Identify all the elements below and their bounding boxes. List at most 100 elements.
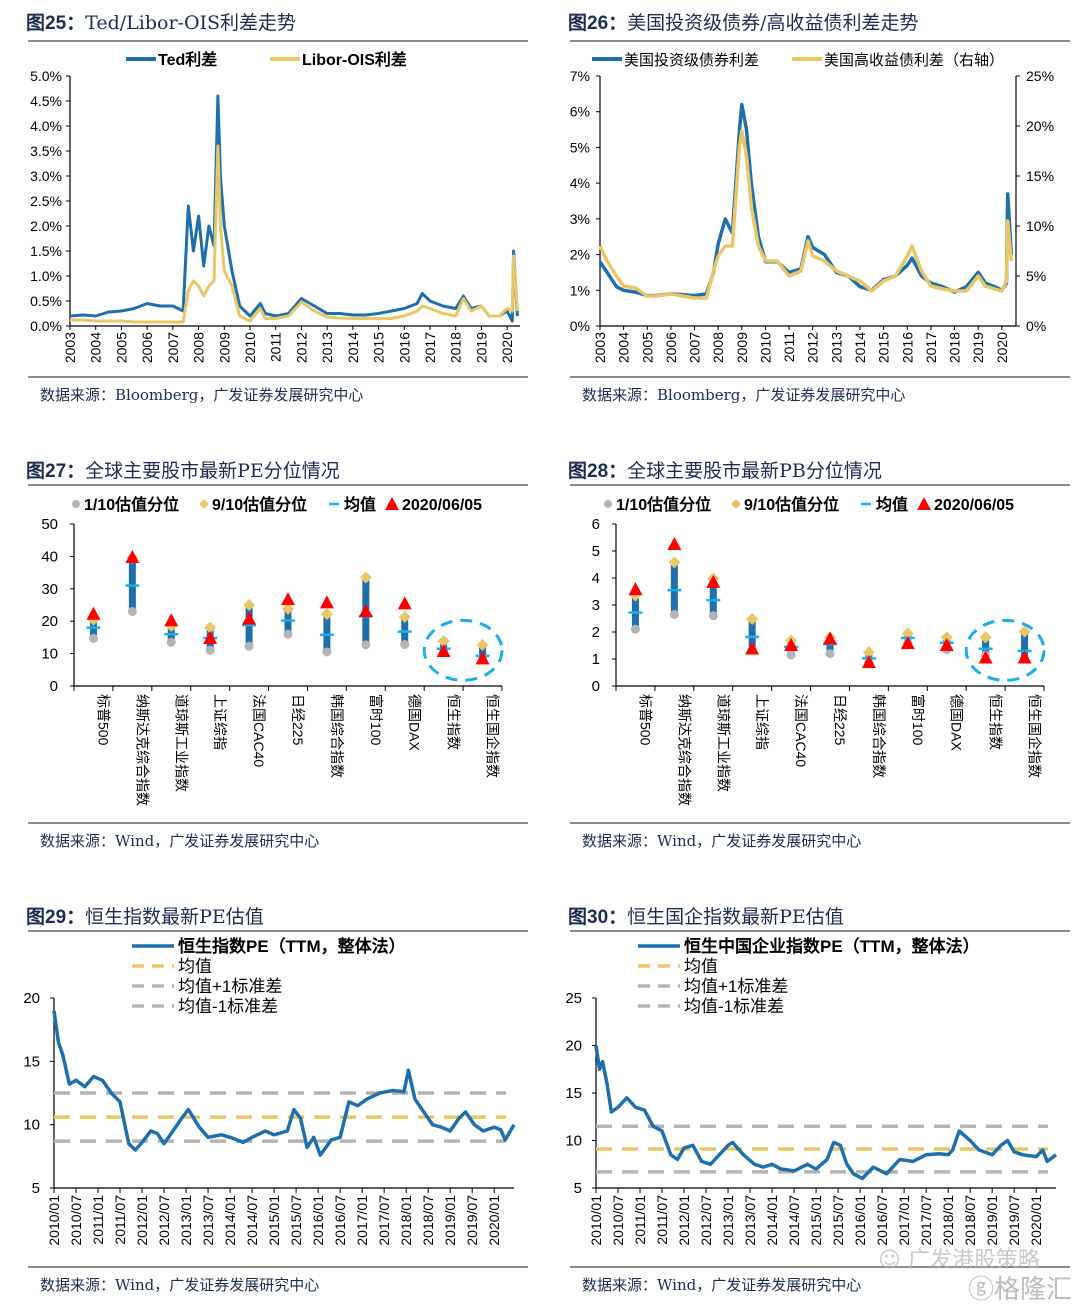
legend-label-plus-1sd: 均值+1标准差 [684, 977, 788, 996]
x-tick-label: 2011/01 [632, 1195, 648, 1245]
x-tick-label: 2005 [113, 332, 129, 363]
y-tick-label: 5.0% [30, 68, 62, 84]
category-label: 恒生指数 [446, 694, 462, 750]
figure-title-text: 美国投资级债券/高收益债利差走势 [627, 12, 919, 34]
source-prefix: 数据来源： [40, 1276, 116, 1294]
highlight-circle [422, 618, 504, 682]
y-tick-label: 2.5% [30, 193, 62, 209]
y-tick-label: 20 [565, 1038, 582, 1055]
figure-number: 图26： [568, 13, 628, 34]
x-tick-label: 2019/01 [442, 1195, 458, 1246]
x-tick-label: 2015 [876, 332, 892, 363]
x-tick-label: 2017/01 [354, 1195, 370, 1246]
latest-point [978, 650, 993, 664]
y-tick-label: 3.0% [30, 168, 62, 184]
source-prefix: 数据来源： [582, 832, 658, 850]
title-rule [28, 484, 528, 486]
p90-point [862, 646, 875, 659]
figure-number: 图29： [26, 907, 86, 928]
x-tick-label: 2018/07 [962, 1195, 978, 1246]
x-tick-label: 2007 [687, 332, 703, 363]
figure-27-panel: 图27：全球主要股市最新PE分位情况 1/10估值分位 9/10估值分位 均值 202… [14, 448, 528, 868]
data-source: 数据来源：Wind，广发证券发展研究中心 [40, 830, 319, 851]
x-tick-label: 2009 [734, 332, 750, 363]
y-tick-label: 0.5% [30, 293, 62, 309]
source-rule [28, 1266, 528, 1268]
range-bar [709, 578, 717, 616]
x-tick-label: 2020 [499, 332, 515, 363]
range-bar [1021, 631, 1029, 659]
source-text: Bloomberg，广发证券发展研究中心 [115, 386, 364, 404]
p10-point [88, 633, 98, 643]
x-tick-label: 2014/07 [244, 1195, 260, 1246]
figure-title-text: 恒生国企指数最新PE估值 [627, 906, 844, 928]
latest-point [784, 638, 799, 652]
range-bar [670, 562, 678, 615]
x-tick-label: 2020/01 [486, 1195, 502, 1246]
p90-point [668, 556, 681, 569]
x-tick-label: 2013/01 [178, 1195, 194, 1246]
legend-label-mean: 均值 [876, 495, 908, 514]
y-tick-label: 20 [41, 613, 58, 630]
category-label: 纳斯达克综合指数 [134, 694, 150, 806]
category-label: 富时100 [910, 694, 926, 746]
y2-tick-label: 10% [1026, 218, 1054, 234]
x-tick-label: 2015/07 [288, 1195, 304, 1246]
x-tick-label: 2017/07 [918, 1195, 934, 1246]
y-tick-label: 0% [570, 318, 590, 334]
y-tick-label: 10 [23, 1117, 40, 1134]
p90-point [437, 635, 450, 648]
x-tick-label: 2004 [616, 332, 632, 363]
latest-point [900, 636, 915, 650]
data-source: 数据来源：Bloomberg，广发证券发展研究中心 [40, 384, 363, 405]
figure-number: 图27： [26, 461, 86, 482]
category-label: 韩国综合指数 [329, 694, 345, 778]
legend-label-latest: 2020/06/05 [402, 497, 482, 514]
category-label: 日经225 [832, 694, 848, 746]
x-tick-label: 2018/01 [398, 1195, 414, 1246]
legend-marker-p10 [72, 500, 80, 508]
latest-point [667, 537, 682, 551]
legend-label-p90: 9/10估值分位 [212, 495, 307, 514]
p90-point [320, 608, 333, 621]
latest-point [628, 582, 643, 596]
watermark-text: 格隆汇 [993, 1275, 1072, 1305]
figure-26-title: 图26：美国投资级债券/高收益债利差走势 [568, 8, 919, 35]
range-bar [748, 619, 756, 650]
x-tick-label: 2011/01 [90, 1195, 106, 1245]
y-tick-label: 5 [32, 1180, 40, 1197]
latest-point [1017, 650, 1032, 664]
x-tick-label: 2010 [757, 332, 773, 363]
source-rule [570, 376, 1070, 378]
x-tick-label: 2019/07 [1006, 1195, 1022, 1246]
range-bar [89, 619, 97, 639]
y-tick-label: 7% [570, 68, 590, 84]
legend-label-p10: 1/10估值分位 [84, 495, 179, 514]
x-tick-label: 2019 [473, 332, 489, 363]
category-label: 道琼斯工业指数 [715, 694, 731, 792]
watermark-text: 广发港股策略 [907, 1248, 1040, 1273]
x-tick-label: 2017 [923, 332, 939, 363]
p90-point [979, 631, 992, 644]
wechat-icon: ☺ [878, 1248, 908, 1273]
source-text: Wind，广发证券发展研究中心 [115, 832, 320, 850]
x-tick-label: 2014/01 [764, 1195, 780, 1246]
legend-marker-p90 [199, 499, 209, 509]
figure-number: 图30： [568, 907, 628, 928]
x-tick-label: 2015 [371, 332, 387, 363]
latest-point [242, 611, 257, 625]
y-tick-label: 1.0% [30, 268, 62, 284]
x-tick-label: 2010/01 [588, 1195, 604, 1246]
x-tick-label: 2008 [191, 332, 207, 363]
title-rule [570, 40, 1070, 42]
y-tick-label: 5% [570, 139, 590, 155]
y-tick-label: 15 [23, 1053, 40, 1070]
y2-tick-label: 15% [1026, 168, 1054, 184]
x-tick-label: 2006 [139, 332, 155, 363]
y-tick-label: 4.5% [30, 93, 62, 109]
pb-percentile-chart: 1/10估值分位 9/10估值分位 均值 2020/06/05 0 1 2 3 4 5 6 标普500… [592, 495, 1046, 806]
p90-point [940, 631, 953, 644]
p10-point [205, 645, 215, 655]
series-line-ig [598, 102, 1014, 298]
p10-point [166, 637, 176, 647]
